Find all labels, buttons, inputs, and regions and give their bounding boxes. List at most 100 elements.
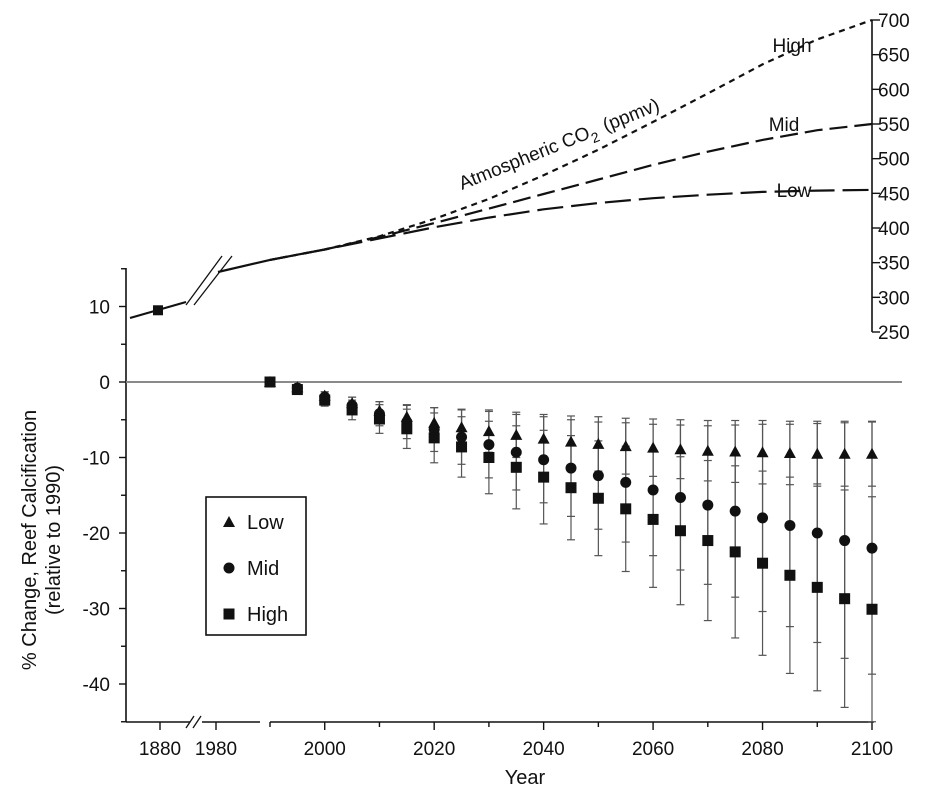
co2-curve-label: High — [772, 36, 811, 57]
data-point-low — [647, 441, 660, 453]
data-point-low — [701, 444, 714, 456]
x-tick-label: 2040 — [522, 739, 564, 760]
x-axis-title: Year — [505, 767, 546, 789]
data-point-low — [565, 435, 577, 447]
text-layer: 10 0 -10 -20 -30 -40 2000 2020 2040 2060 2080 2100 1… — [19, 11, 910, 789]
y-tick-label: -40 — [83, 675, 110, 696]
error-bar-layer — [293, 385, 876, 723]
data-point-mid — [729, 505, 741, 517]
co2-historic-line — [217, 258, 271, 274]
data-point-high — [291, 384, 303, 396]
data-point-low — [756, 446, 769, 458]
x-tick-label: 2100 — [851, 739, 893, 760]
data-point-high — [702, 535, 714, 547]
data-point-high — [592, 492, 604, 504]
co2-curve-low — [269, 188, 873, 261]
data-point-high — [538, 471, 550, 483]
data-point-mid — [483, 439, 495, 451]
y-tick-label: -10 — [83, 449, 110, 470]
data-point-low — [811, 447, 824, 459]
legend-label: High — [247, 604, 288, 626]
data-point-low — [455, 421, 468, 433]
x-tick-label: 2000 — [304, 739, 346, 760]
data-point-low — [537, 432, 550, 444]
data-point-high — [674, 525, 686, 537]
x-tick-label: 2080 — [741, 739, 783, 760]
data-point-low — [674, 443, 687, 455]
data-point-high — [456, 441, 468, 453]
y-axis-title: % Change, Reef Calcification — [19, 410, 41, 670]
co2-tick-label: 700 — [878, 11, 910, 32]
data-point-low — [783, 446, 796, 458]
y-axis-subtitle: (relative to 1990) — [43, 465, 65, 615]
historic-square-marker — [153, 305, 163, 316]
co2-axis-annotation: Atmospheric CO2(ppmv) — [456, 95, 664, 198]
data-point-high — [757, 557, 769, 569]
co2-layer — [129, 18, 873, 320]
co2-tick-label: 300 — [878, 288, 910, 309]
co2-tick-label: 250 — [878, 323, 910, 344]
x-axis-break-mark — [192, 715, 202, 729]
data-point-high — [620, 503, 632, 515]
y-tick-label: 0 — [99, 373, 110, 394]
x-tick-label: 2020 — [413, 739, 455, 760]
data-point-low — [482, 425, 495, 437]
y-tick-label: -20 — [83, 524, 110, 545]
data-point-mid — [674, 492, 686, 504]
data-point-high — [428, 432, 440, 444]
data-point-low — [592, 437, 605, 449]
co2-break-mark — [185, 255, 223, 306]
data-point-mid — [647, 484, 659, 496]
data-point-high — [264, 376, 276, 388]
co2-tick-label: 550 — [878, 115, 910, 136]
co2-curve-label: Low — [777, 181, 812, 202]
data-point-mid — [592, 470, 604, 482]
data-point-mid — [811, 527, 823, 539]
legend-label: Mid — [247, 558, 279, 580]
legend-box — [205, 496, 307, 636]
co2-tick-label: 450 — [878, 184, 910, 205]
legend: Low Mid High — [205, 496, 307, 636]
data-point-high — [319, 394, 331, 406]
data-point-high — [647, 513, 659, 525]
data-point-mid — [428, 424, 440, 436]
data-point-mid — [620, 476, 632, 488]
data-point-mid — [510, 446, 522, 458]
co2-break-mark — [193, 255, 233, 306]
x-tick-label: 2060 — [632, 739, 674, 760]
data-point-low — [838, 447, 851, 459]
data-point-low — [729, 445, 742, 457]
data-point-mid — [784, 519, 796, 531]
x-tick-label: 1980 — [195, 739, 237, 760]
data-point-low — [866, 447, 878, 459]
legend-label: Low — [247, 512, 284, 534]
data-point-high — [401, 423, 413, 435]
data-point-high — [839, 593, 851, 605]
data-point-low — [619, 440, 632, 452]
data-point-mid — [757, 512, 769, 524]
data-point-mid — [456, 431, 468, 443]
data-point-mid — [839, 535, 851, 547]
co2-tick-label: 350 — [878, 254, 910, 275]
data-point-mid — [538, 454, 550, 466]
legend-marker-low — [223, 516, 235, 527]
y-tick-label: -30 — [83, 600, 110, 621]
data-point-high — [346, 404, 358, 416]
data-point-high — [373, 413, 385, 425]
co2-curve-label: Mid — [769, 115, 800, 136]
co2-tick-label: 400 — [878, 219, 910, 240]
co2-tick-label: 600 — [878, 80, 910, 101]
data-point-high — [510, 461, 522, 473]
marker-layer — [153, 305, 878, 615]
data-point-mid — [702, 499, 714, 511]
y-tick-label: 10 — [89, 298, 110, 319]
data-point-high — [483, 452, 495, 463]
x-axis-break-mark — [185, 715, 195, 729]
data-point-low — [510, 428, 523, 440]
data-point-mid — [565, 462, 577, 474]
x-tick-label: 1880 — [139, 739, 181, 760]
co2-tick-label: 500 — [878, 150, 910, 171]
co2-curve-mid — [269, 122, 873, 261]
